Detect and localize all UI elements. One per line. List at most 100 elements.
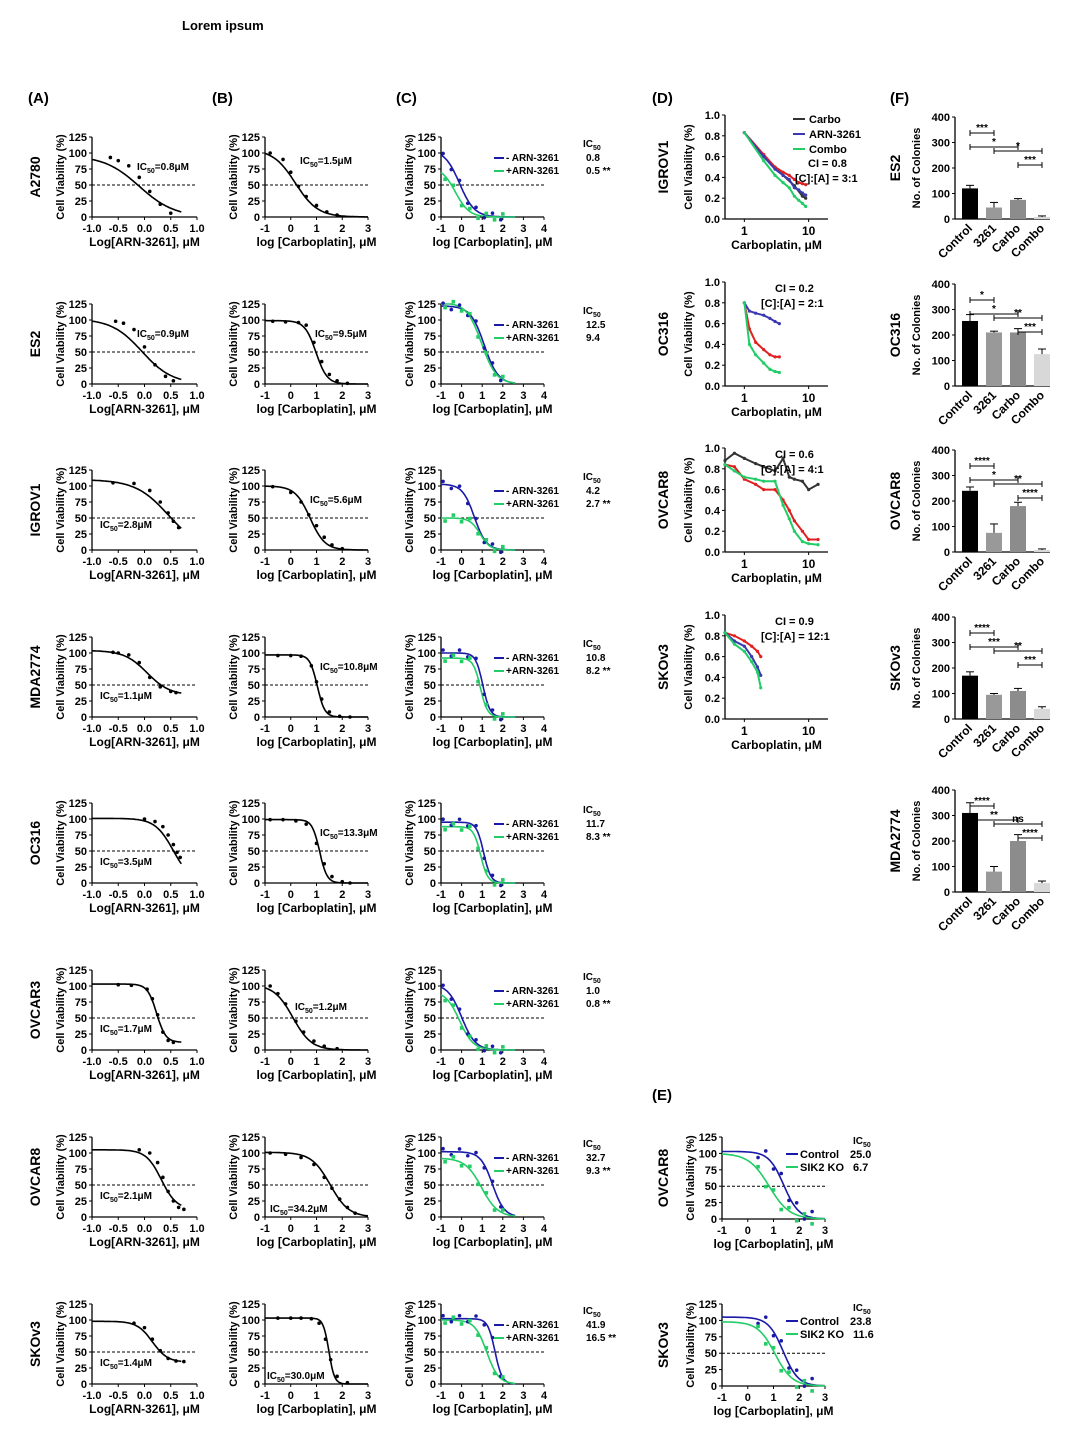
panel-a-oc316-y-tick-label: 75	[75, 830, 87, 842]
panel-c-row-2-y-tick-label: 0	[430, 545, 436, 557]
panel-d-ovcar8-red-point-1	[732, 465, 736, 469]
panel-c-row-4-y-tick-label: 75	[424, 830, 436, 842]
panel-a-igrov1-y-tick-label: 25	[75, 529, 87, 541]
panel-a-ovcar8-point-6	[176, 1205, 181, 1210]
panel-c-row-5-y-tick-label: 125	[418, 965, 436, 977]
panel-b-row-2-x-tick-label: -1	[260, 556, 270, 568]
panel-f-ovcar8-sig-label-2: **	[1014, 474, 1022, 485]
panel-d-skov3-ratio-label: [C]:[A] = 12:1	[761, 631, 830, 643]
panel-f-ovcar8-cell-label: OVCAR8	[887, 472, 903, 531]
panel-b-row-6-x-tick-label: 3	[365, 1223, 371, 1235]
panel-d-oc316-y-tick-label: 0.0	[705, 381, 720, 393]
panel-e-skov3-control-point-4	[787, 1366, 791, 1370]
panel-e-ovcar8-control-curve	[721, 1150, 825, 1220]
panel-e-skov3-control-point-5	[794, 1368, 799, 1372]
panel-c-row-2-x-tick-label: 3	[520, 556, 526, 568]
panel-c-row-5-combo-point-0	[443, 998, 447, 1003]
panel-b-row-1-y-tick-label: 125	[242, 299, 260, 311]
panel-b-row-3-y-tick-label: 75	[248, 664, 260, 676]
panel-b-row-6-x-tick-label: -1	[260, 1223, 270, 1235]
panel-a-a2780-cell-label: A2780	[27, 156, 43, 197]
panel-b-row-0-x-tick-label: 0	[288, 223, 294, 235]
panel-a-a2780-x-tick-label: 0.5	[163, 223, 178, 235]
panel-b-row-5-y-tick-label: 75	[248, 997, 260, 1009]
panel-d-skov3-y-tick-label: 0.0	[705, 714, 720, 726]
panel-d-skov3-green-point-1	[732, 642, 736, 646]
panel-b-row-2-fit-curve	[265, 485, 368, 551]
panel-f-skov3-sig-label-1: ***	[988, 637, 1000, 648]
panel-a-oc316-point-3	[166, 833, 170, 837]
panel-b-row-3-x-tick-label: 2	[339, 723, 345, 735]
panel-b-row-5-point-6	[322, 1044, 327, 1048]
panel-c-row-1-control-point-2	[457, 303, 462, 307]
panel-d-igrov1-green-point-8	[804, 204, 808, 209]
panel-d-oc316-x-tick-label: 10	[802, 391, 816, 405]
panel-c-row-6-control-point-6	[490, 1179, 495, 1184]
panel-d-ovcar8-carbo-point-10	[807, 488, 811, 492]
panel-b-row-7-x-tick-label: 2	[339, 1390, 345, 1402]
panel-d-oc316-y-tick-label: 1.0	[705, 277, 720, 289]
panel-c-row-5-y-tick-label: 75	[424, 997, 436, 1009]
panel-a-es2-point-4	[153, 363, 157, 367]
panel-d-ovcar8-green-point-11	[816, 543, 820, 547]
panel-a-ovcar3-point-0	[116, 982, 121, 987]
panel-b-row-6-y-label: Cell Viability (%)	[228, 1134, 240, 1220]
panel-c-row-3-combo-curve	[441, 657, 516, 718]
panel-c-row-5-y-tick-label: 100	[418, 981, 436, 993]
panel-b-row-1-x-tick-label: 3	[365, 390, 371, 402]
panel-b-row-0-y-tick-label: 25	[248, 196, 260, 208]
panel-b-row-2-x-tick-label: 1	[313, 556, 319, 568]
panel-a-mda2774-point-4	[147, 675, 152, 680]
panel-b-row-1-point-6	[327, 372, 332, 377]
panel-c-row-0-y-label: Cell Viability (%)	[404, 134, 416, 220]
panel-a-oc316-point-5	[175, 850, 179, 855]
panel-d-skov3-blue-point-4	[755, 665, 760, 669]
panel-f-skov3-sig-label-2: **	[1014, 641, 1022, 652]
panel-c-row-4-y-label: Cell Viability (%)	[404, 800, 416, 886]
panel-e-skov3-control-point-7	[810, 1376, 814, 1381]
panel-f-mda2774-sig-label-2: ns	[1012, 814, 1024, 825]
panel-b-row-2-point-1	[288, 490, 293, 495]
panel-a-igrov1-point-5	[171, 519, 176, 523]
panel-d-igrov1-green-point-7	[800, 201, 805, 205]
panel-c-row-6-combo-point-0	[443, 1159, 447, 1164]
panel-c-row-2-x-tick-label: 1	[479, 556, 485, 568]
panel-d-igrov1-y-tick-label: 0.4	[705, 172, 721, 184]
panel-c-row-2-legend-combo-label: +ARN-3261	[506, 499, 560, 510]
panel-a-mda2774-point-7	[174, 690, 178, 695]
panel-a-skov3-x-tick-label: 0.5	[163, 1390, 178, 1402]
panel-c-row-3-legend-control-value: 10.8	[586, 653, 606, 664]
panel-b-row-3-point-1	[288, 653, 293, 658]
panel-c-row-7-x-label: log [Carboplatin], μM	[433, 1402, 553, 1416]
panel-f-skov3-sig-label-0: ****	[974, 623, 990, 634]
panel-c-row-4-x-tick-label: 4	[541, 889, 548, 901]
panel-b-row-7-point-5	[323, 1337, 328, 1341]
panel-b-row-2-y-tick-label: 0	[254, 545, 260, 557]
panel-b-row-5-point-7	[335, 1046, 339, 1051]
panel-b-row-2-y-tick-label: 100	[242, 481, 260, 493]
panel-c-row-5-x-tick-label: 2	[500, 1056, 506, 1068]
panel-d-igrov1-green-point-3	[781, 181, 785, 185]
panel-c-row-7-x-tick-label: 2	[500, 1390, 506, 1402]
panel-a-ovcar3-x-tick-label: 1.0	[189, 1056, 204, 1068]
panel-a-oc316-point-1	[153, 819, 157, 824]
panel-e-skov3-y-tick-label: 0	[711, 1381, 717, 1393]
panel-d-oc316-red-point-5	[773, 355, 777, 359]
panel-c-row-6-control-point-4	[474, 1150, 478, 1155]
panel-f-es2-sig-label-0: ***	[976, 123, 988, 134]
panel-d-skov3-ci-label: CI = 0.9	[775, 616, 814, 628]
panel-c-row-0-control-point-3	[465, 201, 470, 206]
panel-c-row-6-y-tick-label: 25	[424, 1196, 436, 1208]
panel-f-oc316-y-tick-label: 0	[944, 381, 950, 393]
panel-a-igrov1-y-tick-label: 50	[75, 513, 87, 525]
panel-c-row-1-combo-point-7	[501, 374, 505, 379]
panel-b-row-6-point-6	[337, 1197, 342, 1201]
panel-b-row-3-point-8	[348, 715, 352, 719]
panel-b-row-7-x-label: log [Carboplatin], μM	[257, 1402, 377, 1416]
panel-b-row-4-x-tick-label: 1	[313, 889, 319, 901]
panel-a-skov3-cell-label: SKOv3	[27, 1321, 43, 1367]
panel-e-ovcar8-ko-point-4	[787, 1205, 791, 1210]
panel-d-ovcar8-red-point-4	[762, 488, 766, 492]
panel-a-skov3-y-tick-label: 25	[75, 1363, 87, 1375]
panel-d-oc316-red-point-1	[747, 327, 752, 331]
